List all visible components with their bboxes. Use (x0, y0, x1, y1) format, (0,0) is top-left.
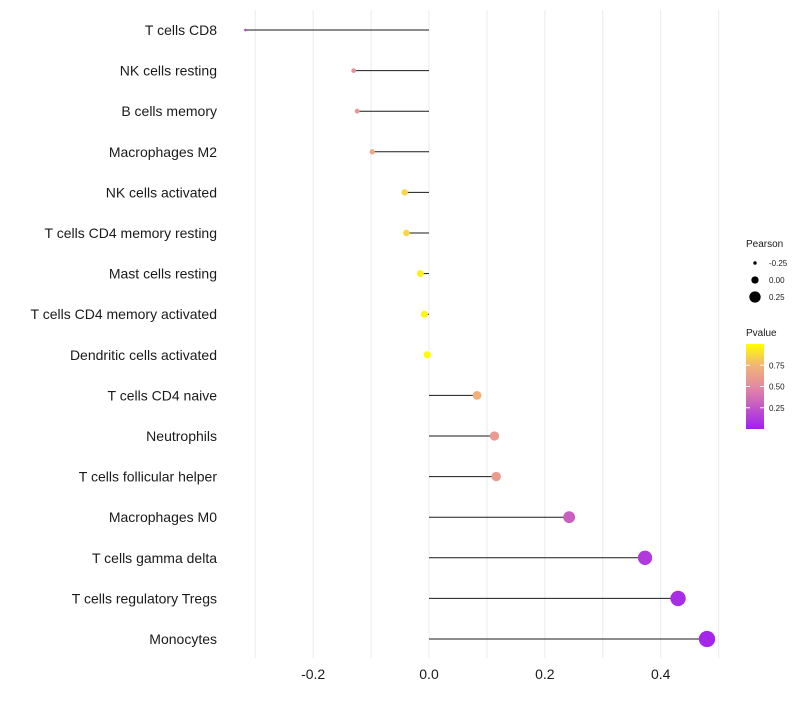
lollipop-point (354, 108, 360, 114)
lollipop-point (489, 431, 500, 441)
size-legend-key (753, 261, 757, 265)
lollipop-point (637, 550, 653, 565)
lollipop-point (423, 351, 431, 359)
category-label: Dendritic cells activated (70, 347, 217, 363)
size-legend-label: 0.25 (769, 293, 785, 302)
category-label: NK cells activated (106, 184, 217, 200)
category-label: Macrophages M2 (109, 144, 217, 160)
x-tick-label: 0.0 (419, 666, 439, 682)
category-label: B cells memory (121, 103, 217, 119)
category-label: Neutrophils (146, 428, 217, 444)
color-legend-title: Pvalue (746, 328, 777, 339)
lollipop-point (351, 68, 357, 73)
x-tick-label: 0.4 (651, 666, 671, 682)
category-label: T cells gamma delta (92, 550, 217, 566)
lollipop-point (698, 630, 716, 648)
lollipop-point (563, 511, 576, 524)
color-legend-bar (746, 344, 764, 429)
lollipop-point (403, 229, 410, 237)
size-legend-title: Pearson (746, 239, 783, 250)
category-label: Monocytes (149, 631, 217, 647)
category-label: T cells regulatory Tregs (72, 590, 217, 606)
category-label-layer: T cells CD8 NK cells resting B cells memor… (31, 22, 218, 647)
color-legend-label: 0.75 (769, 361, 785, 370)
category-label: Mast cells resting (109, 266, 217, 282)
x-tick-label: -0.2 (301, 666, 325, 682)
size-legend-key (749, 291, 761, 303)
lollipop-point (491, 471, 501, 482)
x-tick-layer: -0.2 0.0 0.2 0.4 (301, 666, 671, 682)
lollipop-point (420, 310, 428, 318)
stem-layer (245, 29, 708, 640)
point-layer (244, 28, 716, 648)
category-label: T cells CD8 (145, 22, 217, 38)
size-legend: Pearson -0.25 0.00 0.25 (746, 239, 788, 303)
color-legend-label: 0.50 (769, 383, 785, 392)
color-legend-label: 0.25 (769, 404, 785, 413)
grid-layer (254, 10, 720, 658)
lollipop-point (244, 28, 247, 32)
lollipop-point (472, 391, 482, 400)
size-legend-label: 0.00 (769, 276, 785, 285)
lollipop-point (401, 189, 408, 196)
lollipop-point (670, 590, 686, 607)
category-label: NK cells resting (120, 63, 217, 79)
category-label: T cells CD4 memory activated (31, 306, 217, 322)
size-legend-key (751, 276, 759, 284)
color-legend: Pvalue 0.75 0.50 0.25 (746, 328, 785, 429)
category-label: T cells CD4 naive (108, 387, 218, 403)
category-label: T cells follicular helper (79, 469, 218, 485)
category-label: Macrophages M0 (109, 509, 217, 525)
x-tick-label: 0.2 (535, 666, 555, 682)
lollipop-point (369, 149, 375, 155)
category-label: T cells CD4 memory resting (45, 225, 217, 241)
size-legend-label: -0.25 (769, 259, 788, 268)
lollipop-point (416, 270, 424, 278)
